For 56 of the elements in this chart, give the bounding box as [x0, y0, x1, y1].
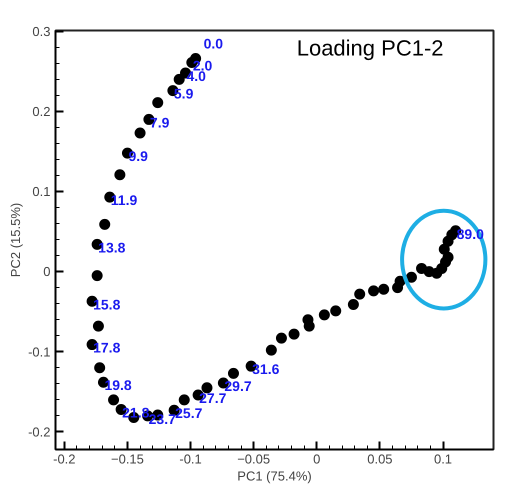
chart-title: Loading PC1-2: [296, 36, 444, 60]
y-tick-label: 0.2: [32, 104, 51, 119]
point: [318, 309, 330, 320]
annotation: 7.9: [150, 114, 170, 130]
x-tick-label: −0.05: [237, 452, 270, 466]
point: [114, 169, 126, 180]
point: [92, 270, 103, 282]
x-tick-label: −0.15: [111, 452, 144, 466]
point: [108, 394, 120, 406]
annotation: 29.7: [224, 378, 252, 394]
point: [354, 288, 366, 300]
annotation: 15.8: [93, 296, 121, 312]
annotation: 17.8: [93, 340, 121, 356]
point: [302, 314, 314, 326]
y-axis-title: PC2 (15.5%): [8, 202, 24, 278]
point: [174, 74, 185, 85]
y-tick-label: -0.1: [28, 344, 51, 360]
x-tick-label: -0.2: [53, 452, 76, 466]
point: [406, 272, 417, 283]
point: [378, 284, 390, 295]
point: [92, 320, 104, 332]
y-tick-label: -0.2: [28, 424, 51, 440]
annotation: 11.9: [110, 192, 138, 208]
point: [178, 394, 190, 406]
annotation: 13.8: [98, 239, 126, 256]
annotation: 23.7: [148, 410, 176, 427]
x-tick-label: 0: [313, 452, 320, 466]
annotation: 27.7: [199, 390, 227, 406]
point: [442, 252, 454, 263]
point: [394, 276, 406, 287]
point: [152, 97, 164, 108]
annotation: 31.6: [252, 361, 280, 378]
point: [330, 305, 342, 316]
y-tick-label: 0: [43, 264, 51, 280]
y-tick-label: 0.1: [32, 184, 51, 200]
point: [368, 285, 380, 296]
x-axis-title: PC1 (75.4%): [237, 468, 312, 484]
point: [438, 244, 450, 255]
annotation: 9.9: [128, 148, 148, 164]
annotation: 0.0: [204, 36, 224, 52]
point: [134, 128, 146, 139]
y-tick-label: 0.3: [32, 24, 51, 39]
point: [99, 218, 110, 230]
x-tick-label: 0.1: [434, 452, 452, 466]
point: [348, 299, 359, 310]
annotation: 5.9: [174, 86, 194, 102]
point: [266, 344, 277, 356]
point: [228, 368, 239, 379]
annotation: 25.7: [175, 405, 203, 422]
x-tick-label: 0.05: [367, 452, 393, 466]
x-tick-label: -0.1: [179, 452, 202, 466]
point: [288, 328, 300, 340]
point: [94, 362, 106, 374]
point: [276, 332, 287, 344]
annotation: 19.8: [104, 377, 132, 394]
point: [201, 382, 212, 394]
